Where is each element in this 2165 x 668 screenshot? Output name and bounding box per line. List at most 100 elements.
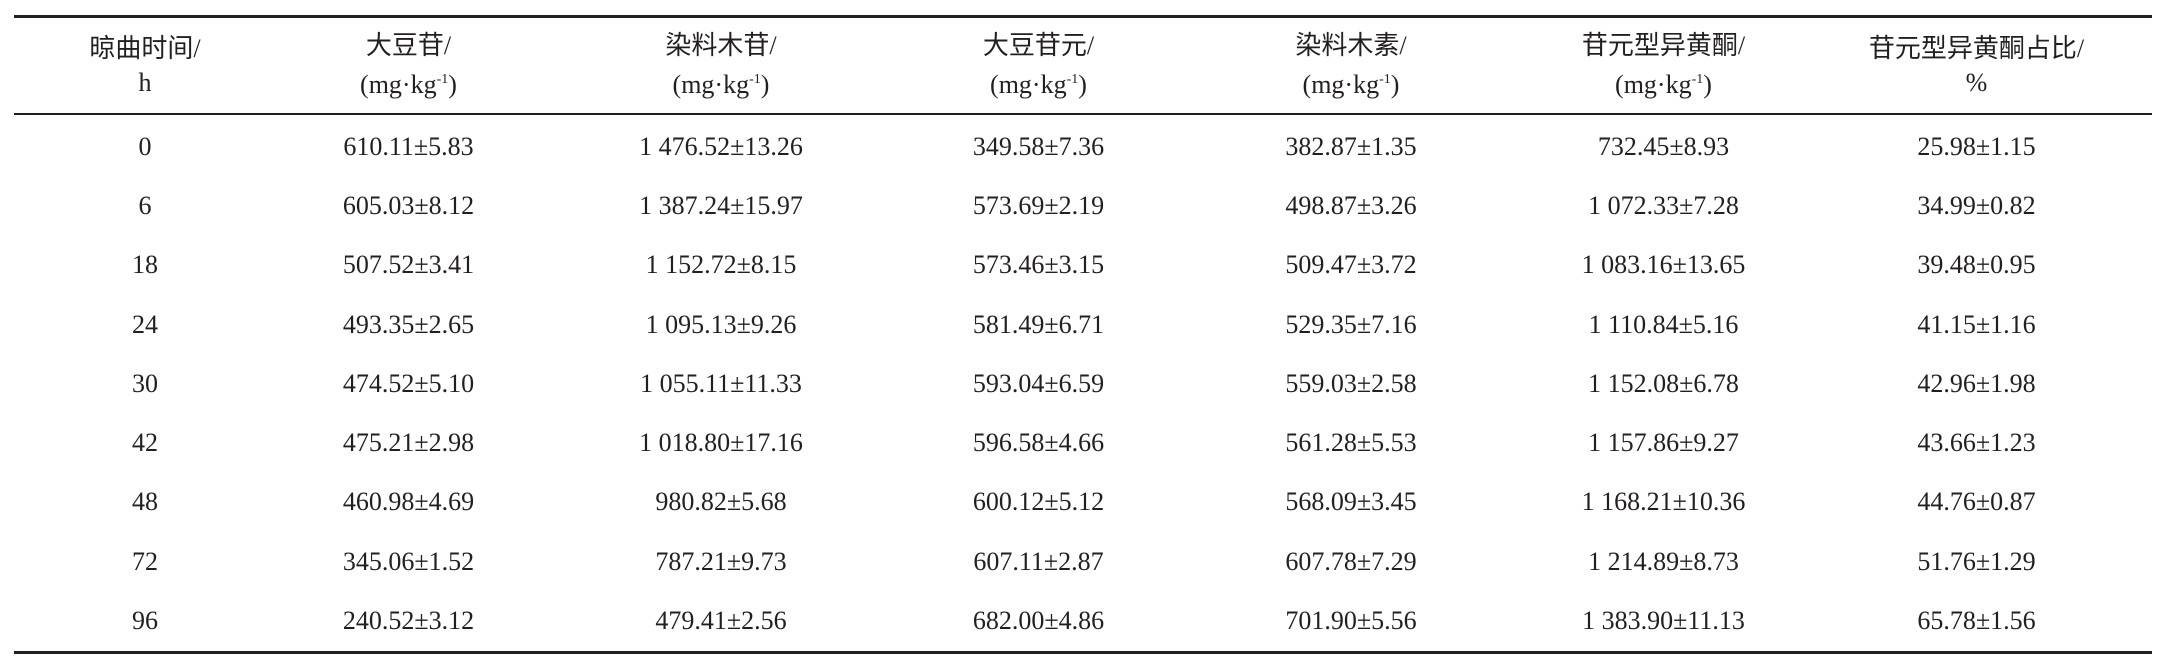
table-cell: 44.76±0.87 bbox=[1917, 487, 2036, 517]
header-label: 大豆苷元/ bbox=[982, 31, 1095, 60]
table-cell: 24 bbox=[132, 309, 158, 339]
table-cell: 240.52±3.12 bbox=[342, 606, 475, 636]
unit-exponent: -1 bbox=[1379, 72, 1391, 87]
table-cell: 42.96±1.98 bbox=[1917, 368, 2036, 398]
table-cell: 479.41±2.56 bbox=[655, 606, 787, 636]
table-row: 24 493.35±2.65 1 095.13±9.26 581.49±6.71 529… bbox=[14, 295, 2152, 354]
table-cell: 1 152.08±6.78 bbox=[1588, 368, 1739, 398]
table-cell: 43.66±1.23 bbox=[1917, 428, 2036, 458]
table-cell: 34.99±0.82 bbox=[1917, 190, 2036, 220]
table-cell: 561.28±5.53 bbox=[1285, 428, 1417, 458]
unit-exponent: -1 bbox=[436, 72, 449, 87]
table-cell: 1 214.89±8.73 bbox=[1588, 546, 1739, 576]
table-cell: 507.52±3.41 bbox=[342, 250, 475, 280]
table-cell: 509.47±3.72 bbox=[1285, 250, 1417, 280]
table-cell: 345.06±1.52 bbox=[342, 546, 475, 576]
table-cell: 1 095.13±9.26 bbox=[645, 309, 797, 339]
table-row: 18 507.52±3.41 1 152.72±8.15 573.46±3.15 509… bbox=[14, 236, 2152, 295]
column-header: 染料木素/ (mg·kg-1) bbox=[1176, 17, 1526, 115]
table-cell: 605.03±8.12 bbox=[342, 190, 475, 220]
unit-close: ) bbox=[448, 70, 457, 99]
table-cell: 41.15±1.16 bbox=[1917, 309, 2036, 339]
unit-close: ) bbox=[760, 70, 770, 99]
table-cell: 701.90±5.56 bbox=[1285, 606, 1417, 636]
table-cell: 96 bbox=[132, 606, 158, 636]
table-cell: 6 bbox=[138, 190, 152, 220]
table-cell: 72 bbox=[132, 546, 158, 576]
unit-close: ) bbox=[1078, 70, 1087, 99]
table-cell: 607.11±2.87 bbox=[973, 546, 1104, 576]
unit-close: ) bbox=[1390, 70, 1400, 99]
table-cell: 18 bbox=[132, 250, 158, 280]
table-cell: 51.76±1.29 bbox=[1917, 546, 2036, 576]
table-cell: 382.87±1.35 bbox=[1285, 131, 1417, 161]
table-cell: 1 083.16±13.65 bbox=[1581, 250, 1746, 280]
header-unit: (mg·kg bbox=[672, 70, 750, 99]
table-cell: 65.78±1.56 bbox=[1917, 606, 2036, 636]
table-cell: 474.52±5.10 bbox=[342, 368, 475, 398]
table-cell: 493.35±2.65 bbox=[342, 309, 475, 339]
table-cell: 1 018.80±17.16 bbox=[639, 428, 803, 458]
table-row: 96 240.52±3.12 479.41±2.56 682.00±4.86 701.9… bbox=[14, 591, 2152, 653]
table-row: 48 460.98±4.69 980.82±5.68 600.12±5.12 568.0… bbox=[14, 473, 2152, 532]
table-cell: 1 387.24±15.97 bbox=[639, 190, 803, 220]
table-cell: 573.46±3.15 bbox=[972, 250, 1105, 280]
column-header: 大豆苷元/ (mg·kg-1) bbox=[901, 17, 1176, 115]
data-table: 晾曲时间/h 大豆苷/(mg·kg-1) 染料木苷/(mg·kg-1) 大豆苷元/(m… bbox=[14, 15, 2152, 654]
table-cell: 529.35±7.16 bbox=[1285, 309, 1417, 339]
table-cell: 600.12±5.12 bbox=[972, 487, 1105, 517]
table-row: 0 610.11±5.83 1 476.52±13.26 349.58±7.36 382… bbox=[14, 114, 2152, 176]
table-cell: 1 168.21±10.36 bbox=[1581, 487, 1746, 517]
header-unit: (mg·kg bbox=[990, 70, 1067, 99]
header-label: 苷元型异黄酮/ bbox=[1581, 31, 1746, 60]
table-cell: 568.09±3.45 bbox=[1285, 487, 1417, 517]
header-row: 晾曲时间/h 大豆苷/(mg·kg-1) 染料木苷/(mg·kg-1) 大豆苷元/(m… bbox=[14, 16, 2152, 115]
header-unit: % bbox=[1965, 67, 1988, 97]
table-cell: 732.45±8.93 bbox=[1597, 131, 1730, 161]
column-header: 染料木苷/ (mg·kg-1) bbox=[541, 17, 901, 115]
table-cell: 1 383.90±11.13 bbox=[1582, 606, 1745, 636]
table-cell: 498.87±3.26 bbox=[1285, 190, 1417, 220]
table-cell: 39.48±0.95 bbox=[1917, 250, 2036, 280]
table-cell: 787.21±9.73 bbox=[655, 546, 787, 576]
table-cell: 349.58±7.36 bbox=[972, 131, 1105, 161]
table-cell: 0 bbox=[138, 131, 152, 161]
header-label: 晾曲时间/ bbox=[89, 33, 201, 63]
table-cell: 581.49±6.71 bbox=[972, 309, 1105, 339]
column-header: 大豆苷/ (mg·kg-1) bbox=[276, 17, 541, 115]
header-unit: (mg·kg bbox=[1302, 70, 1380, 99]
table-cell: 980.82±5.68 bbox=[655, 487, 787, 517]
unit-exponent: -1 bbox=[749, 72, 761, 87]
column-header: 苷元型异黄酮/ (mg·kg-1) bbox=[1526, 17, 1801, 115]
header-label: 大豆苷/ bbox=[365, 31, 452, 60]
table-cell: 1 157.86±9.27 bbox=[1588, 428, 1739, 458]
table-cell: 1 072.33±7.28 bbox=[1588, 190, 1739, 220]
header-label: 苷元型异黄酮占比/ bbox=[1868, 33, 2085, 63]
header-unit: (mg·kg bbox=[360, 70, 437, 99]
table-cell: 42 bbox=[132, 428, 158, 458]
table-cell: 559.03±2.58 bbox=[1285, 368, 1417, 398]
table-cell: 573.69±2.19 bbox=[972, 190, 1105, 220]
table-cell: 475.21±2.98 bbox=[342, 428, 475, 458]
column-header: 晾曲时间/h bbox=[14, 17, 276, 115]
column-header: 苷元型异黄酮占比/% bbox=[1801, 17, 2152, 115]
table-cell: 593.04±6.59 bbox=[972, 368, 1105, 398]
table-cell: 682.00±4.86 bbox=[972, 606, 1105, 636]
table-cell: 1 110.84±5.16 bbox=[1588, 309, 1739, 339]
table-row: 30 474.52±5.10 1 055.11±11.33 593.04±6.59 55… bbox=[14, 354, 2152, 413]
table-cell: 1 055.11±11.33 bbox=[640, 368, 802, 398]
table-row: 6 605.03±8.12 1 387.24±15.97 573.69±2.19 498… bbox=[14, 176, 2152, 235]
unit-close: ) bbox=[1703, 70, 1712, 99]
table-cell: 596.58±4.66 bbox=[972, 428, 1105, 458]
header-label: 染料木素/ bbox=[1295, 31, 1407, 60]
table-cell: 607.78±7.29 bbox=[1285, 546, 1417, 576]
table-cell: 460.98±4.69 bbox=[342, 487, 475, 517]
unit-exponent: -1 bbox=[1066, 72, 1079, 87]
table-body: 0 610.11±5.83 1 476.52±13.26 349.58±7.36 382… bbox=[14, 114, 2152, 653]
header-unit: (mg·kg bbox=[1615, 70, 1692, 99]
table-row: 42 475.21±2.98 1 018.80±17.16 596.58±4.66 56… bbox=[14, 413, 2152, 472]
table-cell: 1 152.72±8.15 bbox=[645, 250, 797, 280]
header-unit: h bbox=[138, 67, 152, 97]
table-cell: 25.98±1.15 bbox=[1917, 131, 2036, 161]
table-cell: 610.11±5.83 bbox=[343, 131, 474, 161]
